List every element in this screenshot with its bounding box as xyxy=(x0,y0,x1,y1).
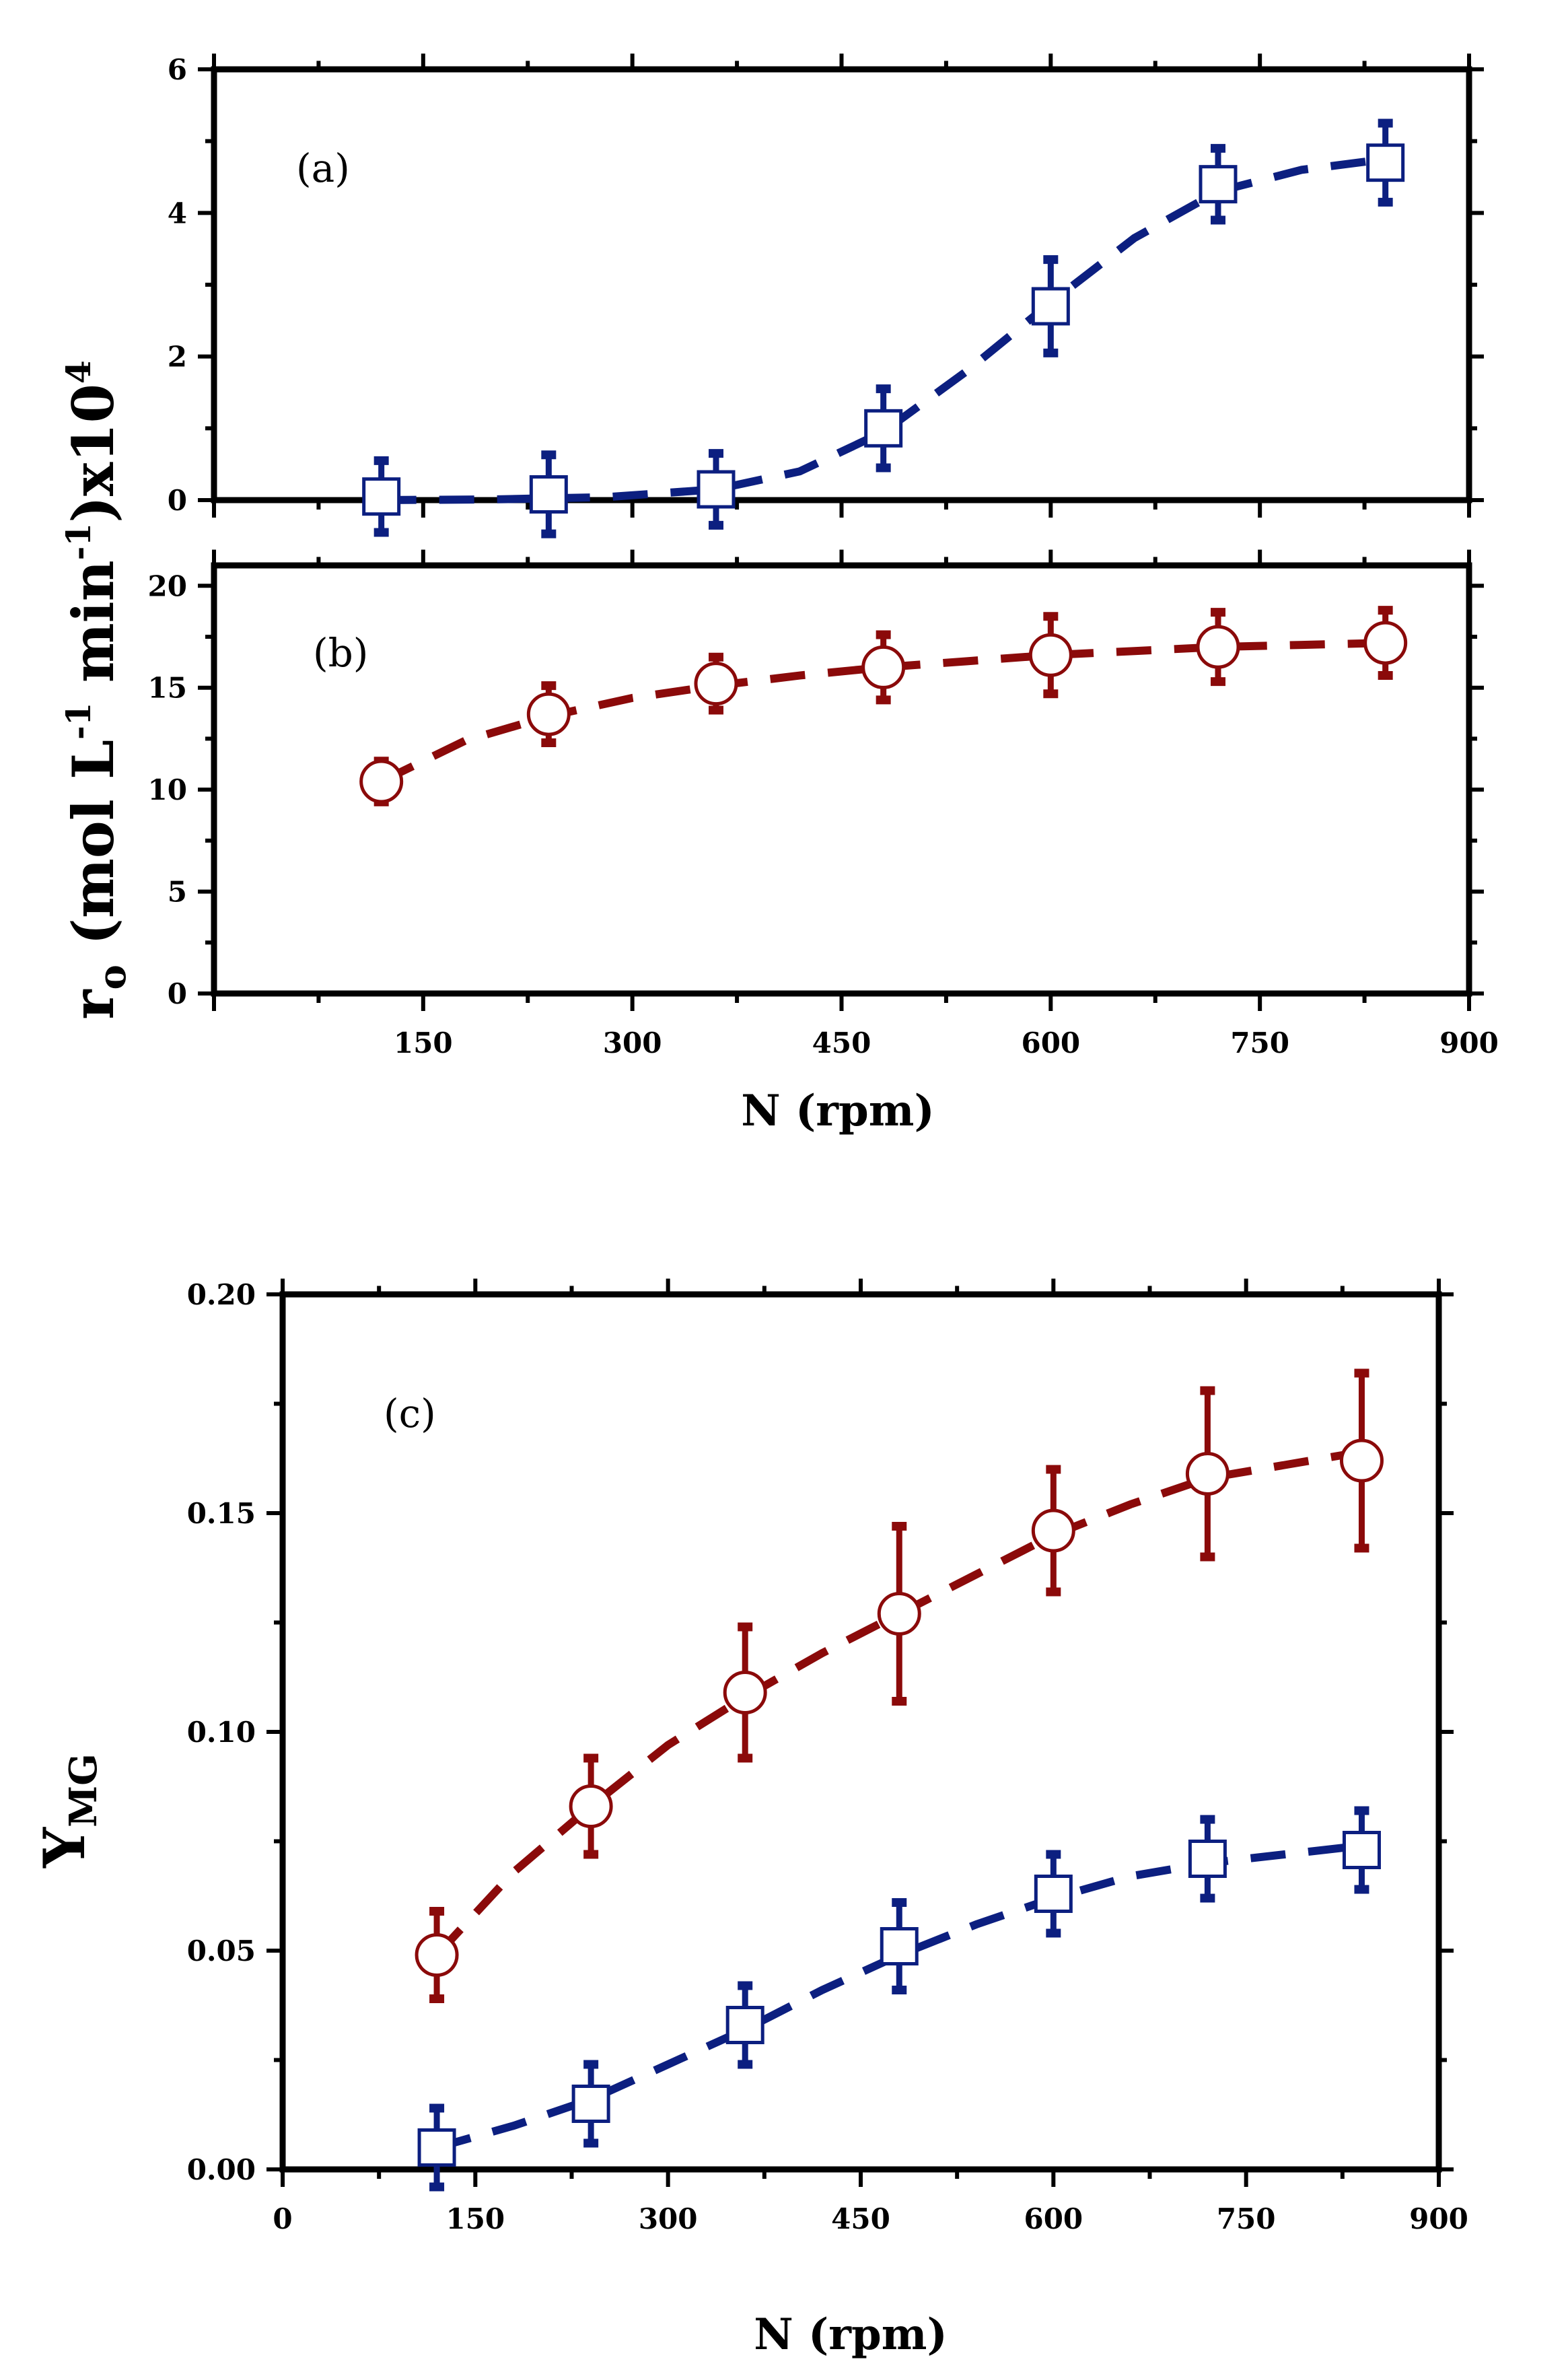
y-tick-label: 20 xyxy=(148,569,187,602)
top-y-axis-unit1: (mol L xyxy=(60,740,127,965)
x-tick-label: 900 xyxy=(1439,1026,1499,1059)
top-y-axis-sup3: 4 xyxy=(59,360,98,384)
x-tick-label: 300 xyxy=(603,1026,662,1059)
y-tick-label: 0.10 xyxy=(187,1716,256,1749)
top-x-axis-title: N (rpm) xyxy=(741,1086,935,1136)
data-point-square xyxy=(697,470,736,509)
top-y-axis-sub: o xyxy=(90,965,135,989)
bottom-y-axis-y: Y xyxy=(31,1827,98,1869)
data-point-circle xyxy=(1185,1452,1230,1496)
top-y-axis-unit2: min xyxy=(60,560,127,702)
data-point-square xyxy=(571,2085,610,2123)
top-y-axis-unit3: )x10 xyxy=(60,384,127,523)
y-tick-label: 0.15 xyxy=(187,1497,256,1530)
data-point-square xyxy=(529,475,568,514)
y-tick-label: 0 xyxy=(168,484,187,517)
data-point-square xyxy=(864,409,903,448)
data-point-square xyxy=(1342,1831,1381,1869)
x-tick-label: 750 xyxy=(1230,1026,1289,1059)
y-tick-label: 6 xyxy=(168,53,187,86)
data-point-circle xyxy=(1363,621,1408,665)
data-point-circle xyxy=(1339,1438,1384,1483)
x-tick-label: 600 xyxy=(1024,2202,1083,2235)
panel-c: 0 150 300 450 600 750 900 0.00 0.05 0.10 0.15 0.20 (… xyxy=(187,1278,1468,2235)
x-tick-label: 0 xyxy=(273,2202,292,2235)
data-point-circle xyxy=(723,1671,767,1714)
plot-frame xyxy=(279,1291,1442,2173)
data-point-square xyxy=(880,1927,919,1965)
y-tick-label: 0.00 xyxy=(187,2153,256,2186)
y-tick-label: 15 xyxy=(148,672,187,705)
data-point-square xyxy=(1366,143,1405,182)
y-tick-label: 0 xyxy=(168,977,187,1010)
panel-a: 0 2 4 6 (a) xyxy=(168,53,1484,538)
bottom-x-axis-title: N (rpm) xyxy=(754,2309,948,2360)
top-y-axis-title: ro (mol L-1 min-1)x104 xyxy=(59,360,135,1019)
panel-label: (c) xyxy=(384,1391,436,1436)
top-y-axis-sup2: -1 xyxy=(59,523,98,561)
data-point-square xyxy=(1031,287,1070,326)
panel-label: (a) xyxy=(296,145,350,191)
y-tick-label: 2 xyxy=(168,341,187,374)
y-tick-label: 5 xyxy=(168,876,187,909)
x-tick-label: 150 xyxy=(394,1026,453,1059)
top-y-axis-sup1: -1 xyxy=(59,702,98,740)
data-point-square xyxy=(1188,1840,1227,1878)
top-y-axis-r: r xyxy=(60,989,127,1020)
data-point-square xyxy=(362,477,401,516)
x-tick-label: 150 xyxy=(446,2202,505,2235)
y-tick-label: 4 xyxy=(168,197,187,230)
panel-label: (b) xyxy=(313,630,368,676)
data-point-circle xyxy=(1196,625,1240,669)
y-tick-label: 10 xyxy=(148,773,187,806)
data-point-circle xyxy=(1028,633,1073,677)
panel-b: 150 300 450 600 750 900 0 5 10 15 20 (b) xyxy=(148,549,1499,1059)
x-tick-label: 300 xyxy=(639,2202,698,2235)
data-point-circle xyxy=(359,759,404,804)
x-tick-label: 750 xyxy=(1217,2202,1276,2235)
data-point-circle xyxy=(415,1933,459,1977)
x-tick-label: 450 xyxy=(831,2202,890,2235)
data-point-circle xyxy=(1031,1508,1075,1553)
x-tick-label: 900 xyxy=(1409,2202,1468,2235)
bottom-y-axis-sub: MG xyxy=(61,1753,106,1827)
y-tick-label: 0.05 xyxy=(187,1934,256,1967)
data-point-circle xyxy=(694,662,738,706)
data-point-square xyxy=(1199,165,1238,204)
data-point-square xyxy=(417,2128,456,2167)
x-tick-label: 600 xyxy=(1021,1026,1080,1059)
data-point-circle xyxy=(861,645,906,689)
x-tick-label: 450 xyxy=(812,1026,871,1059)
data-point-circle xyxy=(569,1784,613,1828)
y-tick-label: 0.20 xyxy=(187,1278,256,1311)
bottom-y-axis-title: YMG xyxy=(31,1753,106,1869)
plot-frame xyxy=(211,66,1472,503)
data-point-square xyxy=(1034,1875,1073,1913)
data-point-square xyxy=(725,2006,764,2044)
data-point-circle xyxy=(526,692,571,736)
data-point-circle xyxy=(877,1592,921,1636)
